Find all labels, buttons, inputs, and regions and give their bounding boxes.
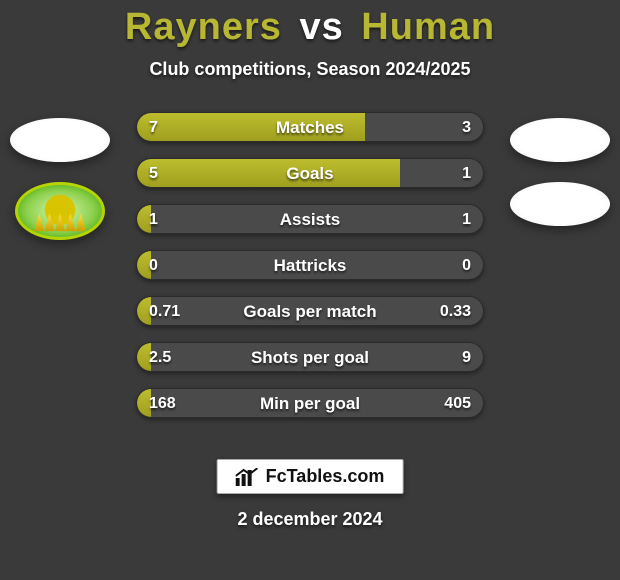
stat-row: 7Matches3 — [136, 112, 484, 142]
stat-label: Shots per goal — [137, 343, 483, 371]
stat-value-left: 5 — [149, 159, 158, 187]
player2-name: Human — [361, 6, 495, 48]
player2-club-badge — [510, 182, 610, 226]
stat-value-left: 0.71 — [149, 297, 180, 325]
brand-text: FcTables.com — [266, 466, 385, 487]
stat-value-right: 1 — [462, 159, 471, 187]
stat-value-right: 0.33 — [440, 297, 471, 325]
page-title: Rayners vs Human — [0, 0, 620, 49]
stat-fill — [137, 113, 365, 141]
stat-row: 1Assists1 — [136, 204, 484, 234]
stat-value-right: 405 — [444, 389, 471, 417]
stat-value-left: 168 — [149, 389, 176, 417]
chart-icon — [236, 468, 258, 486]
stat-row: 0.71Goals per match0.33 — [136, 296, 484, 326]
stat-value-left: 7 — [149, 113, 158, 141]
stat-value-right: 0 — [462, 251, 471, 279]
stat-label: Hattricks — [137, 251, 483, 279]
stat-value-right: 1 — [462, 205, 471, 233]
brand-badge[interactable]: FcTables.com — [217, 459, 404, 494]
stat-label: Goals per match — [137, 297, 483, 325]
subtitle: Club competitions, Season 2024/2025 — [0, 59, 620, 80]
stat-label: Min per goal — [137, 389, 483, 417]
stat-value-left: 0 — [149, 251, 158, 279]
stat-row: 2.5Shots per goal9 — [136, 342, 484, 372]
stat-fill — [137, 159, 400, 187]
player1-club-badge — [15, 182, 105, 240]
stat-value-right: 3 — [462, 113, 471, 141]
stat-row: 168Min per goal405 — [136, 388, 484, 418]
stat-row: 5Goals1 — [136, 158, 484, 188]
date-label: 2 december 2024 — [0, 509, 620, 530]
left-side-col — [0, 112, 120, 240]
stat-value-left: 1 — [149, 205, 158, 233]
right-side-col — [500, 112, 620, 226]
stat-value-right: 9 — [462, 343, 471, 371]
player2-avatar — [510, 118, 610, 162]
stat-row: 0Hattricks0 — [136, 250, 484, 280]
stat-label: Assists — [137, 205, 483, 233]
stat-bars: 7Matches35Goals11Assists10Hattricks00.71… — [136, 112, 484, 418]
player1-avatar — [10, 118, 110, 162]
comparison-card: Rayners vs Human Club competitions, Seas… — [0, 0, 620, 580]
stat-value-left: 2.5 — [149, 343, 171, 371]
vs-label: vs — [299, 6, 343, 48]
player1-name: Rayners — [125, 6, 282, 48]
